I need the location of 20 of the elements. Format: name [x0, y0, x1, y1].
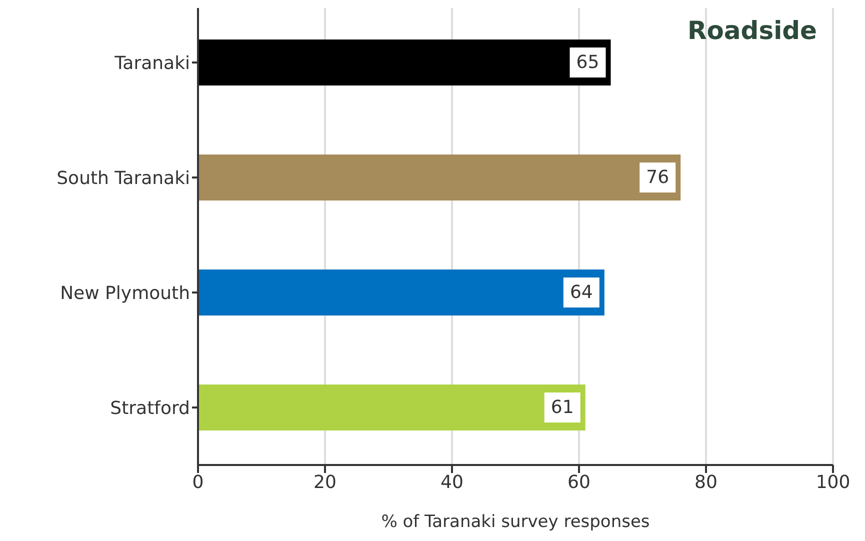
data-label: 64: [570, 282, 593, 303]
x-tick-label: 40: [440, 472, 464, 493]
bar: [198, 154, 681, 200]
bar: [198, 270, 604, 316]
bar: [198, 384, 586, 430]
y-tick-label: Taranaki: [114, 52, 190, 74]
x-tick-label: 20: [314, 472, 336, 493]
data-label: 76: [646, 167, 670, 188]
x-tick-label: 0: [192, 472, 204, 493]
y-tick-label: South Taranaki: [56, 168, 190, 189]
data-label: 65: [576, 52, 600, 73]
y-tick-label: New Plymouth: [60, 282, 190, 304]
y-tick-label: Stratford: [110, 398, 190, 419]
x-tick-label: 100: [816, 472, 850, 493]
x-tick-label: 80: [694, 472, 718, 493]
text: Roadside: [688, 16, 817, 45]
data-label: 61: [550, 397, 574, 418]
x-tick-label: 60: [568, 472, 590, 493]
x-axis-title: % of Taranaki survey responses: [381, 512, 650, 532]
bar: [198, 40, 611, 86]
